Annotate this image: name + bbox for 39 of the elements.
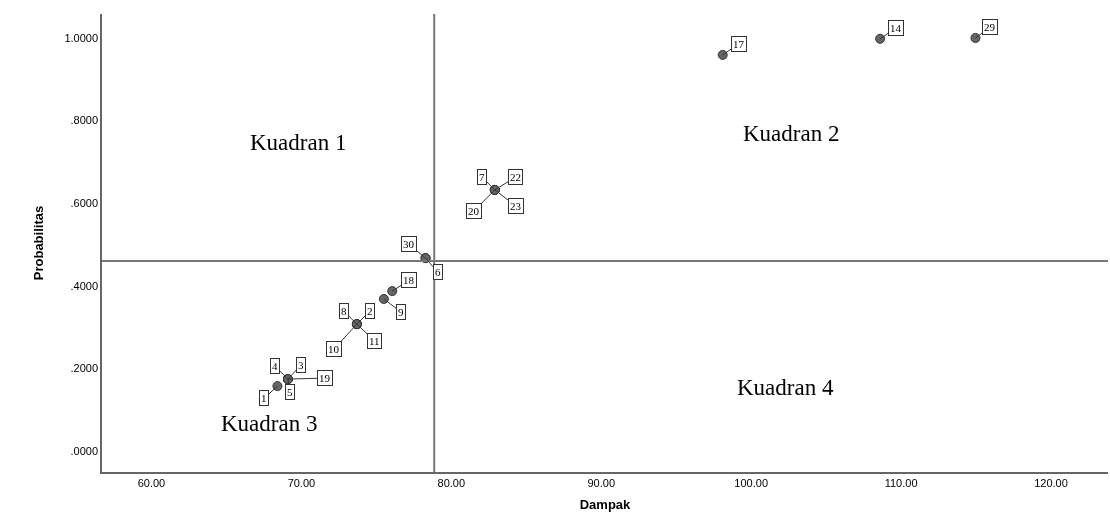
annotation: 29 bbox=[984, 21, 996, 33]
annotation: 5 bbox=[287, 386, 293, 398]
annotation: 17 bbox=[733, 38, 745, 50]
y-tick-label: .4000 bbox=[70, 279, 99, 292]
x-tick-label: 120.00 bbox=[1034, 476, 1068, 489]
x-axis-title: Dampak bbox=[579, 497, 632, 513]
y-tick-label: .0000 bbox=[70, 444, 99, 457]
annotation: 22 bbox=[510, 171, 521, 183]
annotation: 7 bbox=[479, 171, 485, 183]
annotation: 10 bbox=[328, 343, 340, 355]
x-tick-label: 80.00 bbox=[437, 476, 466, 489]
annotation: 20 bbox=[468, 205, 480, 217]
x-tick-label: 90.00 bbox=[587, 476, 616, 489]
annotation: 19 bbox=[319, 372, 331, 384]
annotation: 1 bbox=[261, 392, 267, 404]
annotation: Kuadran 3 bbox=[221, 411, 318, 436]
annotation: 6 bbox=[435, 266, 441, 278]
annotation: Kuadran 4 bbox=[737, 375, 834, 400]
annotation: Kuadran 2 bbox=[743, 121, 840, 146]
annotation: 23 bbox=[510, 200, 522, 212]
annotation: 9 bbox=[398, 306, 404, 318]
x-tick-label: 100.00 bbox=[734, 476, 769, 489]
x-tick-label: 70.00 bbox=[287, 476, 316, 489]
annotation: 8 bbox=[341, 305, 347, 317]
annotation: 2 bbox=[367, 305, 373, 317]
x-tick-label: 60.00 bbox=[137, 476, 166, 489]
y-tick-label: .6000 bbox=[70, 197, 99, 209]
annotation: 4 bbox=[272, 360, 278, 372]
y-tick-label: 1.0000 bbox=[64, 31, 99, 44]
x-tick-label: 110.00 bbox=[884, 476, 918, 489]
annotation: 18 bbox=[403, 274, 415, 286]
y-tick-label: .8000 bbox=[70, 114, 99, 127]
annotation: Kuadran 1 bbox=[250, 130, 347, 155]
annotation: 11 bbox=[369, 335, 380, 347]
y-axis-title: Probabilitas bbox=[30, 205, 46, 281]
y-tick-label: .2000 bbox=[70, 362, 99, 375]
annotation: 14 bbox=[890, 22, 902, 34]
annotation: 30 bbox=[403, 238, 415, 250]
annotation: 3 bbox=[298, 359, 304, 371]
